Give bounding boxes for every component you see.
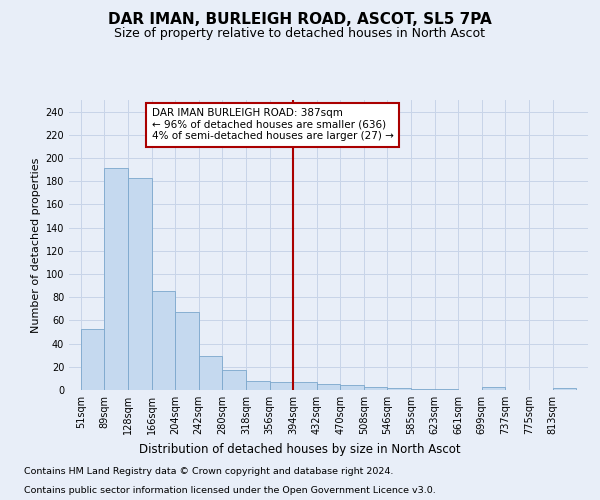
- Text: DAR IMAN, BURLEIGH ROAD, ASCOT, SL5 7PA: DAR IMAN, BURLEIGH ROAD, ASCOT, SL5 7PA: [108, 12, 492, 28]
- Bar: [269, 382, 293, 390]
- Text: Contains public sector information licensed under the Open Government Licence v3: Contains public sector information licen…: [24, 486, 436, 495]
- Bar: [128, 178, 152, 390]
- Bar: [246, 380, 269, 390]
- Text: DAR IMAN BURLEIGH ROAD: 387sqm
← 96% of detached houses are smaller (636)
4% of : DAR IMAN BURLEIGH ROAD: 387sqm ← 96% of …: [152, 108, 394, 142]
- Bar: [293, 382, 317, 390]
- Bar: [317, 384, 340, 390]
- Text: Size of property relative to detached houses in North Ascot: Size of property relative to detached ho…: [115, 28, 485, 40]
- Bar: [388, 388, 411, 390]
- Bar: [223, 370, 246, 390]
- Bar: [81, 328, 104, 390]
- Bar: [553, 388, 576, 390]
- Bar: [482, 386, 505, 390]
- Text: Contains HM Land Registry data © Crown copyright and database right 2024.: Contains HM Land Registry data © Crown c…: [24, 467, 394, 476]
- Text: Distribution of detached houses by size in North Ascot: Distribution of detached houses by size …: [139, 442, 461, 456]
- Bar: [364, 386, 388, 390]
- Bar: [340, 386, 364, 390]
- Bar: [411, 389, 434, 390]
- Bar: [434, 389, 458, 390]
- Y-axis label: Number of detached properties: Number of detached properties: [31, 158, 41, 332]
- Bar: [175, 312, 199, 390]
- Bar: [152, 292, 175, 390]
- Bar: [104, 168, 128, 390]
- Bar: [199, 356, 223, 390]
